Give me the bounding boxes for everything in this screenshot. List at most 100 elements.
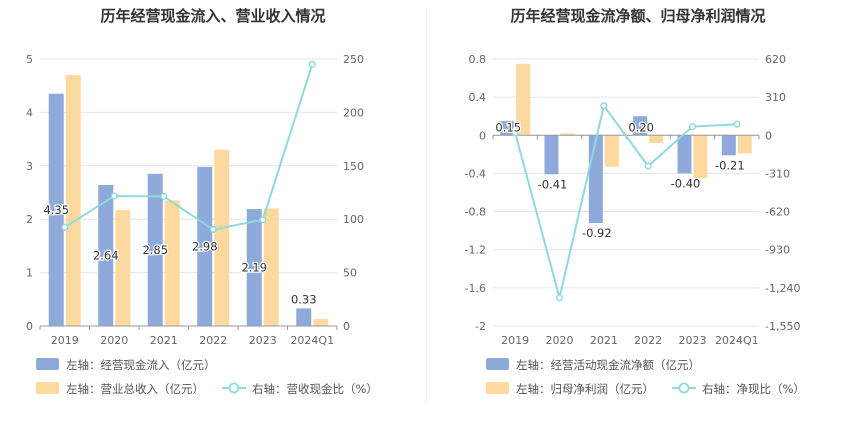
x-axis-label: 2022 <box>199 334 227 347</box>
left-axis-tick: 1 <box>26 267 33 280</box>
bar-series-2 <box>693 135 708 179</box>
right-axis-tick: -1,550 <box>765 320 800 333</box>
bar-series-1 <box>544 135 559 175</box>
legend-swatch <box>486 382 509 394</box>
left-axis-tick: 0.4 <box>469 91 487 104</box>
left-axis-tick: 3 <box>26 160 33 173</box>
data-label: 0.20 <box>628 120 654 134</box>
bar-series-2 <box>516 63 531 136</box>
right-axis-tick: 50 <box>343 267 357 280</box>
bar-series-1 <box>296 308 312 326</box>
data-label: 0.15 <box>495 120 521 134</box>
bar-series-2 <box>164 200 180 326</box>
line-point <box>733 120 741 128</box>
left-axis-tick: -2 <box>475 320 486 333</box>
data-label: 4.35 <box>43 203 69 217</box>
bar-series-1 <box>588 135 603 224</box>
right-axis-tick: 100 <box>343 213 364 226</box>
left-axis-tick: 2 <box>26 213 33 226</box>
left-axis-tick: 4 <box>26 106 33 119</box>
legend-swatch <box>36 382 59 394</box>
line-point <box>688 123 697 131</box>
data-label: 2.98 <box>192 239 218 253</box>
line-point <box>308 60 316 68</box>
line-point <box>259 216 267 224</box>
bar-series-2 <box>560 133 575 136</box>
legend-label: 左轴：经营活动现金流净额（亿元） <box>516 358 700 372</box>
right-axis-tick: 250 <box>343 53 364 66</box>
data-label: 2.64 <box>93 249 119 263</box>
bar-series-2 <box>604 135 619 167</box>
line-series <box>514 103 737 298</box>
line-point <box>600 102 608 110</box>
bar-series-2 <box>263 208 279 326</box>
left-axis-tick: 0 <box>479 129 486 142</box>
x-axis-label: 2019 <box>501 334 529 347</box>
line-point <box>110 192 118 200</box>
x-axis-label: 2021 <box>590 334 618 347</box>
left-axis-tick: 5 <box>26 53 33 66</box>
x-axis-label: 2024Q1 <box>715 334 759 347</box>
legend-swatch <box>36 358 59 370</box>
data-label: -0.92 <box>582 226 612 240</box>
x-axis-label: 2023 <box>679 334 707 347</box>
legend-label: 左轴：归母净利润（亿元） <box>516 382 654 396</box>
right-axis-tick: 0 <box>343 320 350 333</box>
chart-title: 历年经营现金流入、营业收入情况 <box>100 7 325 25</box>
bar-series-1 <box>721 135 736 156</box>
right-axis-tick: 200 <box>343 106 364 119</box>
bar-series-2 <box>313 319 329 326</box>
legend-label: 左轴：营业总收入（亿元） <box>66 382 204 396</box>
legend-label: 右轴：净现比（%） <box>702 382 805 396</box>
line-point <box>511 129 519 137</box>
bar-series-1 <box>246 209 262 326</box>
bar-series-1 <box>677 135 692 174</box>
line-point <box>209 226 217 234</box>
line-point <box>555 294 564 302</box>
right-axis-tick: 620 <box>765 53 786 66</box>
line-point <box>644 162 652 170</box>
data-label: 0.33 <box>291 292 317 306</box>
line-series <box>64 64 314 231</box>
left-axis-tick: -0.4 <box>465 167 486 180</box>
x-axis-label: 2021 <box>150 334 178 347</box>
bar-series-2 <box>737 135 752 154</box>
legend-swatch <box>678 382 690 394</box>
right-axis-tick: -620 <box>765 206 790 219</box>
left-axis-tick: -0.8 <box>465 206 486 219</box>
left-axis-tick: -1.6 <box>465 282 486 295</box>
bar-series-1 <box>98 185 114 326</box>
chart-title: 历年经营现金流净额、归母净利润情况 <box>510 7 765 25</box>
line-point <box>61 223 69 231</box>
bar-series-1 <box>633 116 648 136</box>
bar-series-2 <box>214 149 230 326</box>
right-axis-tick: 150 <box>343 160 364 173</box>
left-axis-tick: 0.8 <box>469 53 487 66</box>
bar-series-1 <box>500 120 515 136</box>
legend-label: 左轴：经营现金流入（亿元） <box>66 358 216 372</box>
x-axis-label: 2023 <box>249 334 277 347</box>
x-axis-label: 2020 <box>100 334 128 347</box>
data-label: -0.41 <box>538 177 568 191</box>
bar-series-2 <box>65 75 81 327</box>
legend-swatch <box>228 382 240 394</box>
bar-series-2 <box>649 135 664 143</box>
legend-swatch <box>486 358 509 370</box>
data-label: 2.85 <box>142 243 168 257</box>
left-axis-tick: -1.2 <box>465 244 486 257</box>
right-axis-tick: -310 <box>765 167 790 180</box>
x-axis-label: 2019 <box>51 334 79 347</box>
x-axis-label: 2022 <box>634 334 662 347</box>
right-axis-tick: 310 <box>765 91 786 104</box>
x-axis-label: 2024Q1 <box>290 334 334 347</box>
right-axis-tick: 0 <box>765 129 772 142</box>
data-label: -0.21 <box>715 158 745 172</box>
left-axis-tick: 0 <box>26 320 33 333</box>
legend-label: 右轴：营收现金比（%） <box>252 382 378 396</box>
data-label: -0.40 <box>671 176 701 190</box>
x-axis-label: 2020 <box>546 334 574 347</box>
right-axis-tick: -930 <box>765 244 790 257</box>
data-label: 2.19 <box>241 261 267 275</box>
right-axis-tick: -1,240 <box>765 282 800 295</box>
